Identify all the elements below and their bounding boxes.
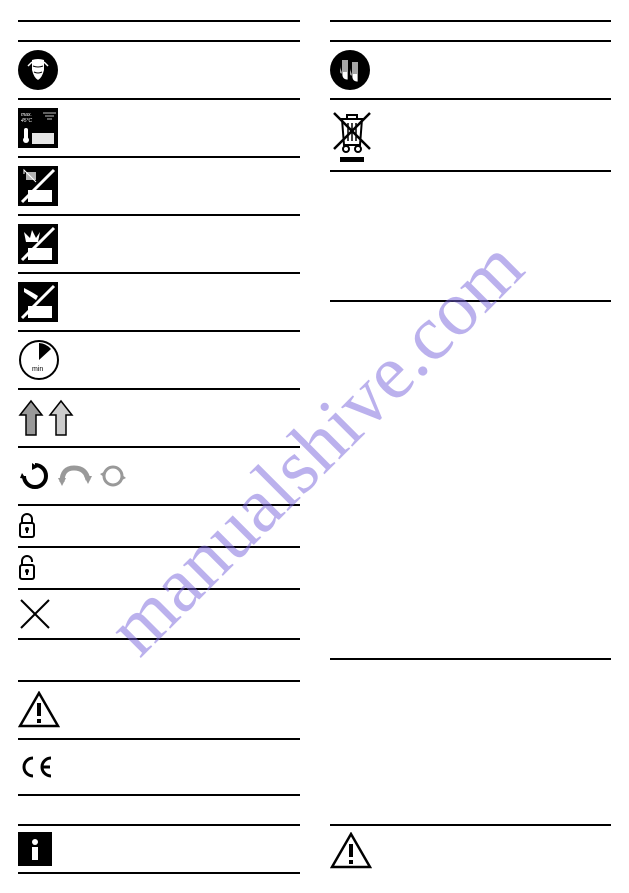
x-icon — [18, 597, 52, 631]
arrows-up-icon — [18, 399, 74, 437]
face-mask-icon — [18, 50, 58, 90]
row-ce — [18, 738, 300, 796]
row-weee — [330, 98, 612, 170]
row-gloves — [330, 40, 612, 98]
row-lock-open — [18, 546, 300, 588]
warning-icon-2 — [330, 832, 372, 870]
weee-icon — [330, 107, 374, 163]
max-temp-icon: max. 45°C — [18, 108, 58, 148]
row-no-moisture — [18, 272, 300, 330]
row-face-mask — [18, 40, 300, 98]
bottom-left — [18, 824, 300, 876]
warning-icon — [18, 691, 60, 729]
row-clock: min — [18, 330, 300, 388]
rotation-icons — [18, 461, 128, 491]
no-fire-icon — [18, 224, 58, 264]
svg-text:45°C: 45°C — [21, 118, 33, 124]
ce-mark — [18, 754, 54, 780]
right-spacer-1 — [330, 170, 612, 300]
svg-text:min: min — [32, 366, 43, 373]
clock-icon: min — [18, 339, 60, 381]
lock-closed-icon — [18, 513, 36, 539]
row-no-fire — [18, 214, 300, 272]
no-rain-icon — [18, 166, 58, 206]
row-arrows-up — [18, 388, 300, 446]
row-lock-closed — [18, 504, 300, 546]
row-warning — [18, 680, 300, 738]
row-max-temp: max. 45°C — [18, 98, 300, 156]
bottom-right — [330, 824, 612, 876]
lock-open-icon — [18, 555, 36, 581]
row-x-mark — [18, 588, 300, 638]
left-column: max. 45°C — [18, 20, 300, 796]
row-rotation — [18, 446, 300, 504]
right-spacer-2 — [330, 300, 612, 660]
bottom-section — [0, 824, 629, 876]
gloves-icon — [330, 50, 370, 90]
row-spacer — [18, 638, 300, 680]
no-moisture-icon — [18, 282, 58, 322]
info-icon — [18, 832, 52, 866]
right-column — [330, 20, 612, 796]
row-no-rain — [18, 156, 300, 214]
main-columns: max. 45°C — [0, 0, 629, 816]
